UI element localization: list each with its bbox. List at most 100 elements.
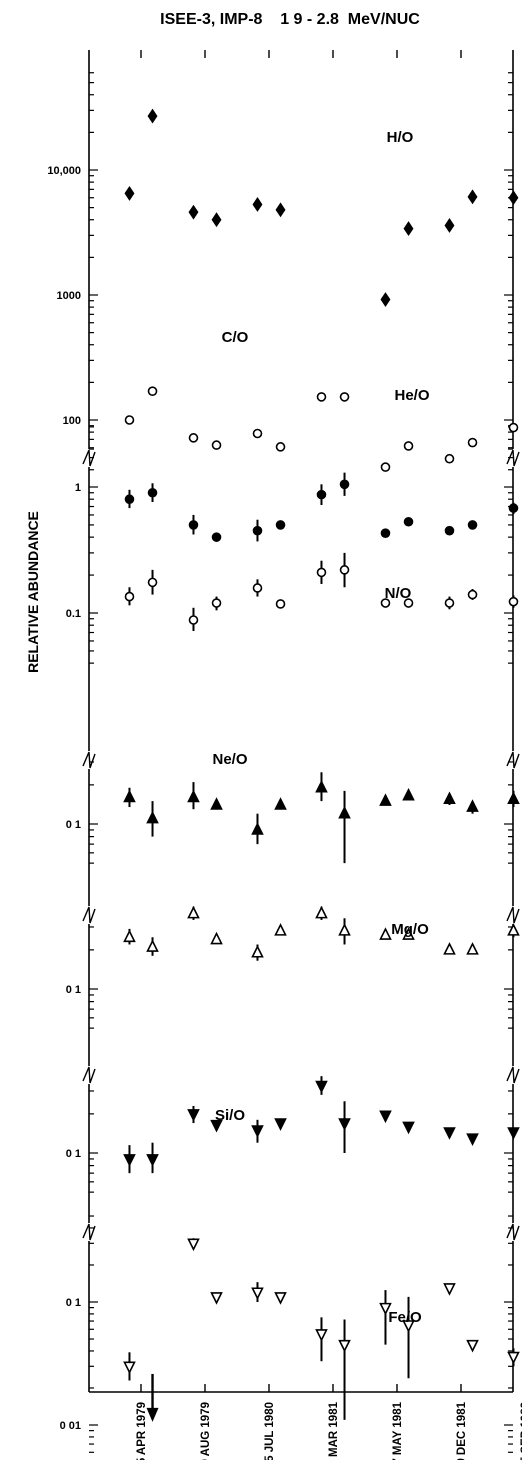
marker-n	[211, 598, 222, 608]
marker-he	[275, 442, 286, 452]
y-tick-label: 1	[75, 482, 81, 494]
marker-si	[443, 1127, 456, 1140]
axis-break	[506, 1066, 520, 1084]
panel-label-n: N/O	[385, 585, 412, 602]
panel-label-c: C/O	[222, 329, 249, 346]
marker-c	[444, 525, 455, 536]
panel-label-fe: Fe/O	[388, 1309, 422, 1326]
marker-ne	[146, 810, 159, 824]
marker-h	[275, 202, 286, 218]
marker-ne	[187, 789, 200, 803]
marker-ne	[402, 787, 415, 801]
marker-fe	[466, 1339, 479, 1353]
marker-he	[467, 437, 478, 448]
marker-n	[403, 598, 414, 608]
x-tick-label: 4/5 SEP 1982	[520, 1402, 522, 1460]
marker-si	[187, 1109, 200, 1122]
panel-label-he: He/O	[394, 387, 429, 404]
marker-ne	[123, 789, 136, 803]
marker-si	[379, 1110, 392, 1124]
marker-mg	[210, 931, 223, 945]
y-tick-label: 100	[63, 415, 81, 427]
marker-h	[508, 190, 519, 206]
marker-si	[123, 1154, 136, 1167]
marker-mg	[402, 927, 415, 940]
marker-c	[211, 532, 222, 542]
marker-si	[315, 1080, 328, 1094]
marker-h	[124, 185, 135, 201]
marker-h	[403, 221, 414, 237]
axis-break	[506, 906, 520, 924]
marker-ne	[466, 799, 479, 812]
marker-mg	[187, 905, 200, 919]
error-bars	[128, 472, 515, 1422]
marker-fe	[210, 1292, 223, 1305]
upper-limit-arrow	[146, 1407, 159, 1422]
x-tick-label: 27/29 DEC 1981	[456, 1401, 468, 1460]
marker-n	[467, 589, 478, 600]
marker-mg	[251, 944, 264, 958]
x-tick-label: 23/25 JUL 1980	[264, 1402, 276, 1460]
marker-mg	[146, 939, 159, 952]
axis-break	[82, 751, 96, 769]
x-tick-label: 23/25 APR 1979	[136, 1402, 148, 1460]
y-tick-label: 0 1	[66, 984, 81, 996]
marker-he	[211, 440, 222, 450]
axis-breaks	[82, 449, 520, 1241]
marker-c	[147, 487, 158, 498]
marker-h	[188, 204, 199, 220]
plot-frame	[88, 50, 514, 1393]
marker-c	[403, 516, 414, 527]
marker-c	[275, 520, 286, 530]
marker-he	[339, 392, 350, 402]
marker-mg	[274, 923, 287, 936]
marker-fe	[443, 1283, 456, 1296]
marker-fe	[187, 1238, 200, 1252]
marker-fe	[315, 1329, 328, 1342]
marker-he	[188, 433, 199, 443]
marker-fe	[251, 1287, 264, 1301]
marker-n	[508, 596, 519, 607]
marker-fe	[507, 1351, 520, 1365]
marker-h	[211, 212, 222, 228]
marker-si	[146, 1154, 159, 1167]
axis-break	[506, 449, 520, 467]
marker-si	[402, 1121, 415, 1135]
panel-label-si: Si/O	[215, 1107, 245, 1124]
marker-n	[252, 583, 263, 593]
marker-h	[467, 189, 478, 205]
marker-c	[316, 489, 327, 500]
axis-break	[82, 1066, 96, 1084]
y-tick-label: 1000	[57, 290, 81, 302]
marker-n	[147, 577, 158, 588]
marker-ne	[210, 797, 223, 810]
marker-he	[124, 415, 135, 425]
x-tick-label: 3/5 MAR 1981	[328, 1401, 340, 1460]
marker-si	[507, 1127, 520, 1140]
marker-ne	[274, 797, 287, 810]
marker-fe	[379, 1302, 392, 1316]
x-ticks	[140, 50, 462, 1392]
x-tick-label: 27/29 AUG 1979	[200, 1402, 212, 1460]
marker-ne	[251, 822, 264, 835]
marker-mg	[123, 929, 136, 943]
marker-mg	[507, 923, 520, 936]
marker-n	[188, 615, 199, 625]
marker-c	[380, 528, 391, 538]
marker-he	[444, 453, 455, 464]
data-markers	[123, 108, 520, 1375]
marker-he	[508, 422, 519, 433]
chart-title: ISEE-3, IMP-8 1 9 - 2.8 MeV/NUC	[160, 11, 420, 28]
marker-c	[339, 479, 350, 490]
marker-he	[403, 441, 414, 451]
panel-label-h: H/O	[387, 129, 414, 146]
marker-n	[275, 599, 286, 609]
x-tick-labels: 23/25 APR 1979 27/29 AUG 1979 23/25 JUL 19…	[136, 1401, 522, 1460]
marker-fe	[274, 1292, 287, 1305]
marker-n	[124, 591, 135, 602]
axis-break	[506, 1223, 520, 1241]
marker-c	[508, 503, 519, 513]
axis-break	[506, 751, 520, 769]
y-tick-label: 0 1	[66, 1148, 81, 1160]
marker-he	[147, 386, 158, 396]
